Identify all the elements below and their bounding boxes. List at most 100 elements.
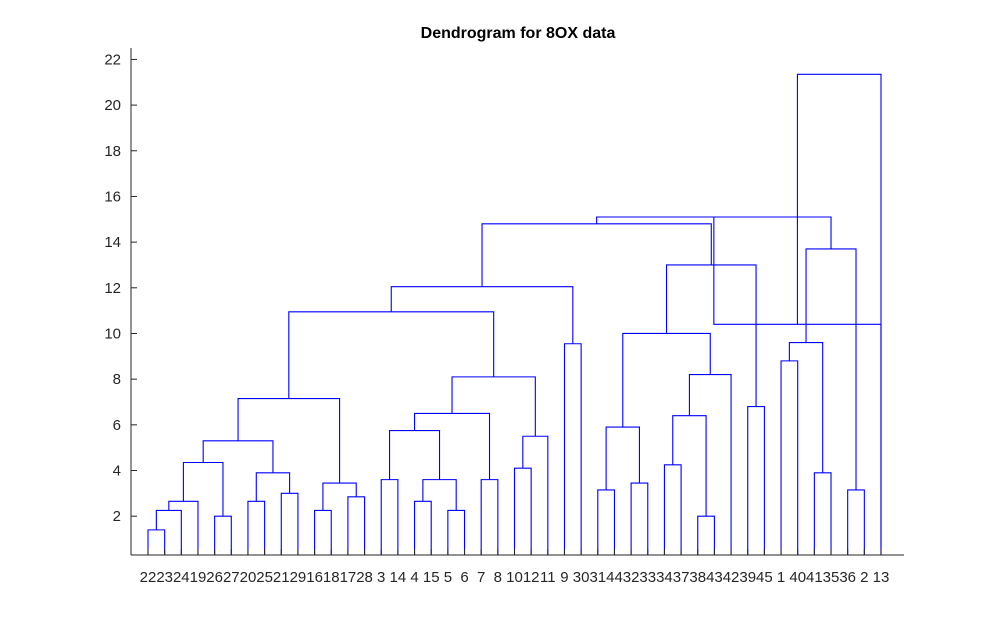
dendrogram-link-23 bbox=[451, 376, 536, 437]
dendrogram-link-17 bbox=[422, 479, 457, 511]
leaf-label-24: 24 bbox=[173, 569, 190, 586]
dendrogram-link-13 bbox=[237, 398, 341, 484]
dendrogram-link-3 bbox=[168, 500, 199, 555]
leaf-label-45: 45 bbox=[756, 569, 773, 586]
dendrogram-link-34 bbox=[622, 332, 711, 428]
dendrogram-link-28 bbox=[630, 482, 649, 555]
leaf-label-18: 18 bbox=[323, 569, 340, 586]
leaf-label-20: 20 bbox=[240, 569, 257, 586]
leaf-label-40: 40 bbox=[789, 569, 806, 586]
dendrogram-link-27 bbox=[597, 489, 616, 555]
dendrogram-link-36 bbox=[665, 264, 757, 407]
dendrogram-link-45 bbox=[796, 73, 882, 555]
leaf-label-38: 38 bbox=[689, 569, 706, 586]
leaf-label-21: 21 bbox=[273, 569, 290, 586]
dendrogram-link-8 bbox=[255, 472, 291, 502]
leaf-label-16: 16 bbox=[306, 569, 323, 586]
dendrogram-link-24 bbox=[288, 311, 495, 399]
leaf-label-44: 44 bbox=[606, 569, 623, 586]
leaf-label-43: 43 bbox=[706, 569, 723, 586]
leaf-label-7: 7 bbox=[477, 569, 485, 586]
dendrogram-link-41 bbox=[847, 489, 865, 555]
leaf-label-17: 17 bbox=[340, 569, 357, 586]
y-tick-label-22: 22 bbox=[104, 51, 121, 68]
leaf-labels: 22 23 24 19 26 27 20 25 21 29 16 18 17 28 3 14 4 15 5 6 7 8 10… bbox=[140, 569, 890, 586]
dendrogram-link-10 bbox=[314, 509, 332, 555]
y-tick-label-2: 2 bbox=[113, 508, 121, 525]
dendrogram-link-7 bbox=[280, 492, 299, 555]
dendrogram-link-31 bbox=[697, 515, 715, 555]
leaf-label-39: 39 bbox=[739, 569, 756, 586]
leaf-label-15: 15 bbox=[423, 569, 440, 586]
leaf-label-36: 36 bbox=[839, 569, 856, 586]
leaf-label-13: 13 bbox=[873, 569, 890, 586]
x-axis bbox=[131, 549, 904, 556]
leaf-label-35: 35 bbox=[823, 569, 840, 586]
y-axis: 2 4 6 8 10 12 14 16 18 20 22 bbox=[104, 48, 137, 555]
dendrogram-link-33 bbox=[688, 374, 732, 555]
y-tick-label-14: 14 bbox=[104, 234, 121, 251]
y-tick-label-4: 4 bbox=[113, 463, 121, 480]
leaf-label-29: 29 bbox=[290, 569, 307, 586]
dendrogram-link-32 bbox=[672, 415, 707, 517]
leaf-label-1: 1 bbox=[777, 569, 785, 586]
dendrogram-links bbox=[147, 73, 882, 555]
chart-title: Dendrogram for 8OX data bbox=[421, 25, 616, 42]
leaf-label-12: 12 bbox=[523, 569, 540, 586]
y-tick-label-20: 20 bbox=[104, 97, 121, 114]
leaf-label-6: 6 bbox=[460, 569, 468, 586]
leaf-label-14: 14 bbox=[390, 569, 407, 586]
dendrogram-link-38 bbox=[780, 360, 799, 555]
dendrogram-link-39 bbox=[813, 472, 832, 555]
leaf-label-4: 4 bbox=[410, 569, 418, 586]
y-tick-label-18: 18 bbox=[104, 143, 121, 160]
leaf-label-31: 31 bbox=[589, 569, 606, 586]
dendrogram-link-19 bbox=[480, 479, 499, 555]
leaf-label-33: 33 bbox=[639, 569, 656, 586]
leaf-label-25: 25 bbox=[256, 569, 273, 586]
leaf-label-11: 11 bbox=[540, 569, 556, 586]
dendrogram-link-2 bbox=[155, 509, 182, 555]
leaf-label-19: 19 bbox=[190, 569, 207, 586]
dendrogram-link-12 bbox=[322, 482, 357, 511]
leaf-label-28: 28 bbox=[356, 569, 373, 586]
leaf-label-26: 26 bbox=[206, 569, 223, 586]
leaf-label-30: 30 bbox=[573, 569, 590, 586]
leaf-label-9: 9 bbox=[560, 569, 568, 586]
dendrogram-link-29 bbox=[605, 426, 640, 490]
y-tick-label-6: 6 bbox=[113, 417, 121, 434]
y-tick-label-8: 8 bbox=[113, 371, 121, 388]
dendrogram-link-26 bbox=[390, 286, 574, 344]
dendrogram-link-15 bbox=[413, 500, 432, 555]
y-tick-label-16: 16 bbox=[104, 188, 121, 205]
leaf-label-42: 42 bbox=[723, 569, 740, 586]
dendrogram-link-30 bbox=[663, 464, 682, 555]
leaf-label-23: 23 bbox=[156, 569, 173, 586]
dendrogram-link-11 bbox=[347, 496, 366, 555]
dendrogram-link-21 bbox=[513, 467, 532, 555]
dendrogram-link-35 bbox=[747, 406, 765, 555]
dendrogram-link-1 bbox=[147, 529, 166, 555]
y-tick-label-12: 12 bbox=[104, 280, 121, 297]
leaf-label-2: 2 bbox=[860, 569, 868, 586]
leaf-label-41: 41 bbox=[806, 569, 823, 586]
leaf-label-5: 5 bbox=[444, 569, 452, 586]
leaf-label-34: 34 bbox=[656, 569, 673, 586]
dendrogram-link-6 bbox=[247, 500, 266, 555]
dendrogram-link-25 bbox=[563, 343, 582, 555]
leaf-label-10: 10 bbox=[506, 569, 523, 586]
dendrogram-link-4 bbox=[214, 515, 232, 555]
leaf-label-27: 27 bbox=[223, 569, 240, 586]
dendrogram-link-37 bbox=[481, 223, 712, 287]
leaf-label-8: 8 bbox=[494, 569, 502, 586]
leaf-label-37: 37 bbox=[673, 569, 690, 586]
dendrogram-link-42 bbox=[805, 248, 857, 490]
dendrogram-link-5 bbox=[182, 461, 224, 517]
y-tick-label-10: 10 bbox=[104, 325, 121, 342]
dendrogram-link-9 bbox=[202, 440, 274, 473]
dendrogram-link-20 bbox=[413, 412, 491, 480]
dendrogram-link-16 bbox=[447, 509, 466, 555]
dendrogram-link-18 bbox=[389, 429, 441, 480]
leaf-label-22: 22 bbox=[140, 569, 157, 586]
